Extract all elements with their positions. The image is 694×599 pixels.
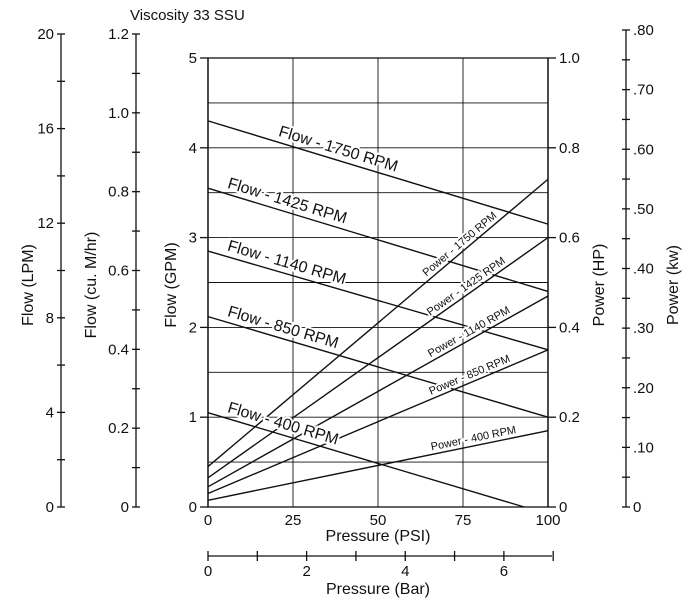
x-axis-label: Pressure (PSI) bbox=[326, 528, 431, 545]
kw-tick-label: .80 bbox=[633, 22, 654, 39]
series-line-power-1425-rpm bbox=[207, 237, 549, 479]
gpm-axis-label: Flow (GPM) bbox=[163, 242, 180, 327]
series-line-flow-1140-rpm bbox=[207, 250, 549, 351]
series-line-power-850-rpm bbox=[207, 349, 549, 495]
series-label-flow-1750-rpm: Flow - 1750 RPM bbox=[277, 123, 400, 175]
gpm-tick-label: 1 bbox=[189, 409, 197, 426]
kw-tick-label: .60 bbox=[633, 141, 654, 158]
kw-tick-label: .50 bbox=[633, 201, 654, 218]
gpm-tick-label: 0 bbox=[189, 499, 197, 516]
psi-tick-label: 25 bbox=[285, 512, 302, 529]
hp-tick-label: 1.0 bbox=[559, 50, 580, 67]
cumhr-tick-label: 1.0 bbox=[108, 105, 129, 122]
series-line-power-1750-rpm bbox=[207, 178, 549, 468]
bar-tick-label: 2 bbox=[302, 563, 310, 580]
series-label-power-850-rpm: Power - 850 RPM bbox=[427, 353, 512, 398]
cumhr-axis-label: Flow (cu. M/hr) bbox=[83, 232, 100, 339]
hp-tick-label: 0.4 bbox=[559, 319, 580, 336]
series-label-power-400-rpm: Power - 400 RPM bbox=[430, 424, 517, 453]
hp-tick-label: 0 bbox=[559, 499, 567, 516]
chart-title: Viscosity 33 SSU bbox=[130, 7, 245, 24]
hp-tick-label: 0.6 bbox=[559, 230, 580, 247]
bar-tick-label: 6 bbox=[500, 563, 508, 580]
lpm-tick-label: 8 bbox=[46, 310, 54, 327]
bar-tick-label: 0 bbox=[204, 563, 212, 580]
gpm-tick-label: 2 bbox=[189, 319, 197, 336]
psi-tick-label: 100 bbox=[535, 512, 560, 529]
hp-axis-label: Power (HP) bbox=[591, 244, 608, 327]
psi-tick-label: 0 bbox=[204, 512, 212, 529]
series-line-flow-1750-rpm bbox=[207, 120, 549, 225]
gpm-tick-label: 3 bbox=[189, 230, 197, 247]
cumhr-tick-label: 0.2 bbox=[108, 420, 129, 437]
kw-tick-label: .10 bbox=[633, 439, 654, 456]
series-line-flow-1425-rpm bbox=[207, 187, 549, 293]
series-label-flow-1425-rpm: Flow - 1425 RPM bbox=[226, 175, 349, 227]
chart-series bbox=[207, 120, 549, 508]
cumhr-tick-label: 0.4 bbox=[108, 341, 129, 358]
psi-tick-label: 50 bbox=[370, 512, 387, 529]
kw-tick-label: .20 bbox=[633, 380, 654, 397]
lpm-tick-label: 12 bbox=[37, 215, 54, 232]
kw-tick-label: .30 bbox=[633, 320, 654, 337]
series-label-flow-400-rpm: Flow - 400 RPM bbox=[226, 400, 341, 449]
bar-tick-label: 4 bbox=[401, 563, 409, 580]
lpm-tick-label: 0 bbox=[46, 499, 54, 516]
lpm-axis-label: Flow (LPM) bbox=[20, 244, 37, 326]
lpm-tick-label: 20 bbox=[37, 26, 54, 43]
kw-tick-label: .70 bbox=[633, 82, 654, 99]
x-axis-secondary-label: Pressure (Bar) bbox=[326, 581, 430, 598]
series-label-flow-850-rpm: Flow - 850 RPM bbox=[226, 303, 341, 352]
series-label-flow-1140-rpm: Flow - 1140 RPM bbox=[226, 238, 348, 288]
series-line-flow-850-rpm bbox=[207, 315, 549, 418]
cumhr-tick-label: 0.8 bbox=[108, 184, 129, 201]
series-line-power-1140-rpm bbox=[207, 295, 549, 488]
kw-axis-label: Power (kw) bbox=[665, 245, 682, 325]
gpm-tick-label: 4 bbox=[189, 140, 197, 157]
gpm-tick-label: 5 bbox=[189, 50, 197, 67]
kw-tick-label: .40 bbox=[633, 261, 654, 278]
cumhr-tick-label: 0.6 bbox=[108, 263, 129, 280]
series-line-flow-400-rpm bbox=[207, 412, 525, 508]
kw-tick-label: 0 bbox=[633, 499, 641, 516]
series-line-power-400-rpm bbox=[207, 429, 549, 501]
hp-tick-label: 0.2 bbox=[559, 409, 580, 426]
hp-tick-label: 0.8 bbox=[559, 140, 580, 157]
cumhr-tick-label: 1.2 bbox=[108, 26, 129, 43]
lpm-tick-label: 16 bbox=[37, 121, 54, 138]
cumhr-tick-label: 0 bbox=[121, 499, 129, 516]
lpm-tick-label: 4 bbox=[46, 404, 54, 421]
psi-tick-label: 75 bbox=[455, 512, 472, 529]
